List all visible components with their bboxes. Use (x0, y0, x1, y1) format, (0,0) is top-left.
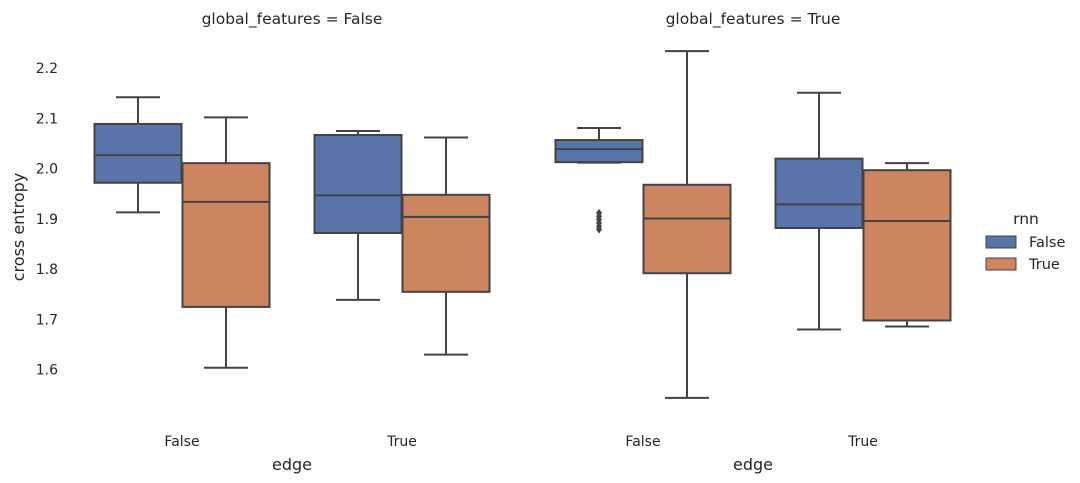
legend-swatch-false (985, 235, 1017, 249)
y-tick-label: 1.6 (36, 363, 58, 379)
box-true-rnn-true (862, 162, 952, 328)
x-axis-label: edge (733, 455, 773, 474)
box-body (93, 122, 183, 184)
box-true-rnn-true (401, 136, 491, 356)
y-tick-label: 1.9 (36, 212, 58, 228)
y-tick-label: 1.7 (36, 312, 58, 328)
y-tick-label: 1.8 (36, 262, 58, 278)
box-false-rnn-false (93, 96, 183, 214)
y-axis-ticks: 1.6 1.7 1.8 1.9 2.0 2.1 2.2 (36, 61, 58, 379)
panel-title: global_features = False (202, 10, 383, 29)
y-tick-label: 2.0 (36, 162, 58, 178)
box-body (642, 183, 732, 275)
y-tick-label: 2.2 (36, 61, 58, 77)
legend-label: True (1028, 257, 1060, 273)
y-axis-label: cross entropy (9, 173, 28, 281)
panel-0: global_features = False edge False True (93, 10, 491, 474)
box-false-rnn-true (642, 50, 732, 399)
x-tick-label: True (847, 434, 878, 450)
box-true-rnn-false (774, 91, 864, 331)
x-axis-label: edge (272, 455, 312, 474)
box-false-rnn-false (554, 126, 644, 234)
box-body (401, 193, 491, 293)
box-body (554, 139, 644, 164)
box-body (181, 162, 271, 308)
legend-title: rnn (1013, 210, 1039, 228)
box-true-rnn-false (313, 129, 403, 301)
x-tick-label: False (625, 434, 660, 450)
outlier-point (596, 208, 602, 217)
box-body (313, 134, 403, 235)
legend-swatch-true (985, 257, 1017, 271)
panel-1: global_features = True edge False True (554, 10, 952, 474)
panel-title: global_features = True (666, 10, 841, 29)
y-tick-label: 2.1 (36, 111, 58, 127)
x-tick-label: False (164, 434, 199, 450)
legend: rnn False True (985, 210, 1065, 273)
box-body (862, 169, 952, 322)
box-false-rnn-true (181, 116, 271, 369)
legend-label: False (1029, 235, 1065, 251)
x-tick-label: True (386, 434, 417, 450)
box-body (774, 157, 864, 229)
